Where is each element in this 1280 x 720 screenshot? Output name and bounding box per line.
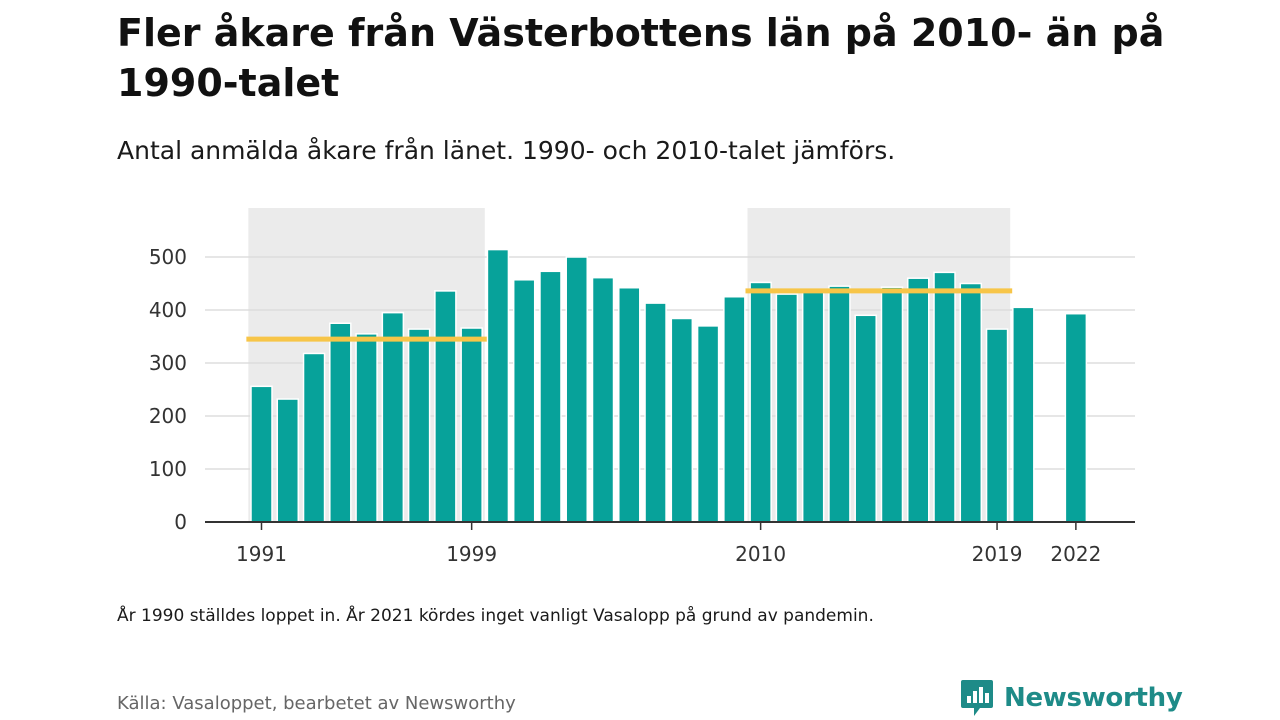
x-tick-label: 1999 [446,542,497,566]
bar-1992 [276,398,300,523]
x-tick-label-layer: 1991 1999 2010 2019 2022 [236,542,1101,566]
bar-2002 [539,270,562,523]
bar-2013 [828,285,851,523]
bar-2009 [723,296,746,523]
chart-footnote: År 1990 ställdes loppet in. År 2021 körd… [117,606,874,626]
chart-subtitle: Antal anmälda åkare från länet. 1990- oc… [117,136,896,165]
chart-title: Fler åkare från Västerbottens län på 201… [117,11,1165,105]
bar-1998 [434,290,457,523]
bar-2004 [591,276,615,523]
bar-2016 [907,277,930,523]
y-tick-label: 100 [149,457,187,481]
y-tick-label: 500 [149,245,187,269]
bar-2020 [1012,306,1035,523]
bar-2012 [801,290,825,523]
x-tick-label: 1991 [236,542,287,566]
bar-2011 [775,293,799,523]
bar-2008 [696,325,720,523]
y-tick-label: 400 [149,298,187,322]
y-tick-label-layer: 0 100 200 300 400 500 [149,245,187,534]
bar-1996 [381,311,405,523]
newsworthy-logo: Newsworthy [960,678,1183,718]
y-tick-label: 300 [149,351,187,375]
bar-2019 [985,328,1009,523]
bar-2005 [618,286,641,523]
bar-2007 [670,317,694,523]
bar-2000 [486,248,510,523]
x-tick-label: 2019 [972,542,1023,566]
bar-2001 [512,279,536,523]
source-credit: Källa: Vasaloppet, bearbetet av Newswort… [117,693,516,714]
bar-1999 [460,327,483,523]
x-tick-label: 2022 [1050,542,1101,566]
bar-chart-logo-icon [961,680,993,716]
x-tick-label: 2010 [735,542,786,566]
bar-1991 [250,385,273,523]
axis-layer [205,521,1135,530]
bar-2015 [880,286,904,523]
bar-2014 [854,314,877,523]
bar-chart: 0 100 200 300 400 500 1991 1999 2010 2019 2022 [149,208,1135,566]
bar-1997 [407,328,431,523]
bar-2010 [749,281,772,523]
bar-1995 [355,333,378,523]
bar-1993 [302,352,326,523]
bar-2017 [933,271,956,523]
bar-1994 [329,322,352,523]
bar-2006 [644,302,667,523]
brand-name: Newsworthy [1004,683,1183,713]
y-tick-label: 0 [174,510,187,534]
bar-2003 [565,256,588,523]
bar-2022 [1064,312,1088,523]
bar-2018 [959,282,983,523]
average-line-layer [246,288,1013,342]
y-tick-label: 200 [149,404,187,428]
